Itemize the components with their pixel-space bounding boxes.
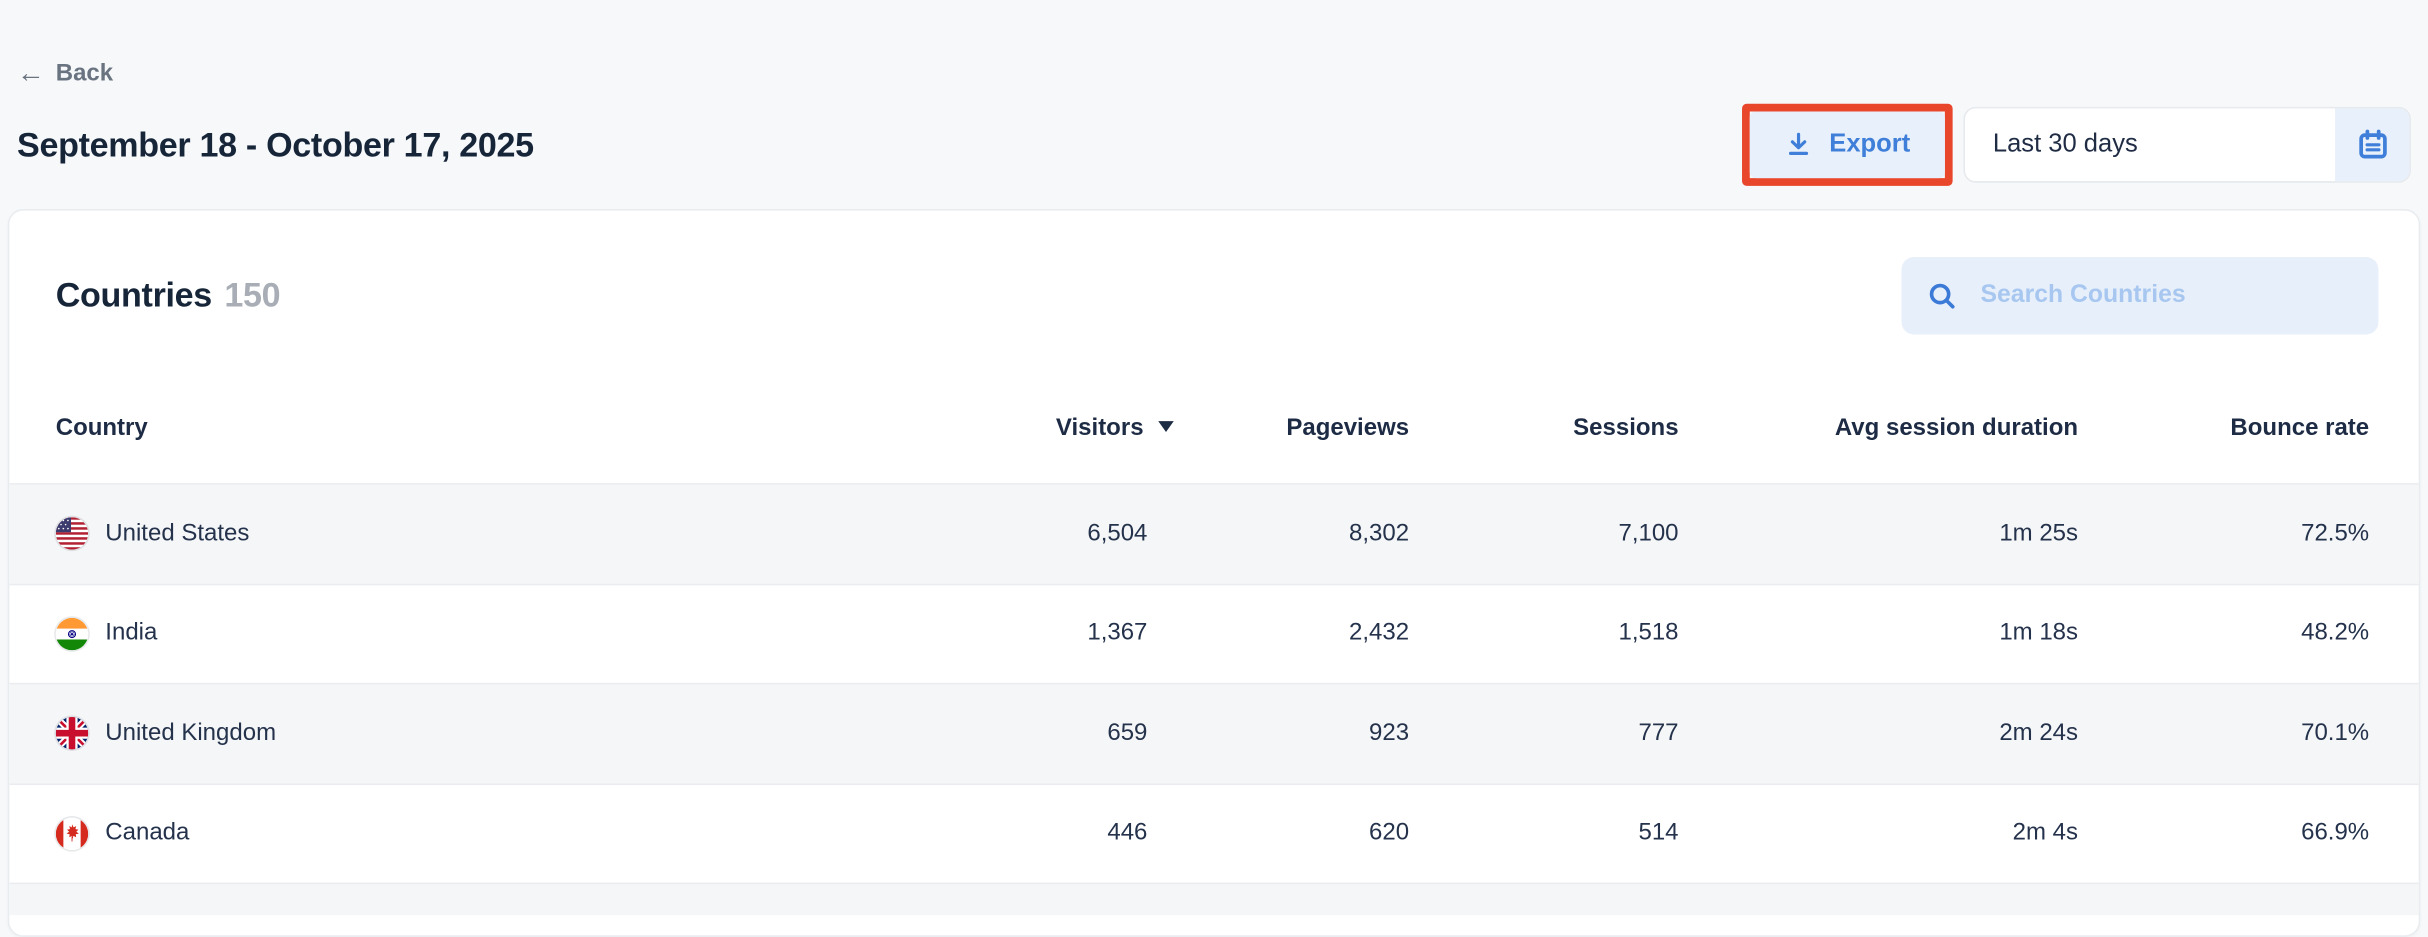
next-row-partial	[9, 882, 2419, 916]
table-header: Country Visitors Pageviews Sessions Avg …	[9, 375, 2418, 483]
calendar-button[interactable]	[2335, 108, 2410, 182]
country-name: United States	[105, 519, 250, 547]
analytics-page: ← Back September 18 - October 17, 2025 E…	[7, 57, 2421, 937]
sessions-value: 1,518	[1618, 619, 1679, 647]
avg-session-duration-value: 2m 24s	[1999, 719, 2079, 746]
back-label: Back	[55, 60, 114, 87]
pageviews-value: 2,432	[1349, 619, 1410, 647]
country-name: United Kingdom	[105, 719, 277, 746]
export-label: Export	[1829, 130, 1911, 158]
column-header-visitors[interactable]: Visitors	[884, 414, 1173, 443]
search-box[interactable]	[1901, 257, 2379, 335]
table-row-india[interactable]: India 1,367 2,432 1,518 1m 18s 48.2%	[9, 582, 2419, 683]
calendar-icon	[2358, 129, 2386, 159]
panel-header: Countries 150	[9, 211, 2418, 335]
sessions-value: 514	[1638, 819, 1679, 846]
india-flag-icon	[55, 617, 89, 650]
table-row-canada[interactable]: Canada 446 620 514 2m 4s 66.9%	[9, 782, 2419, 883]
country-name: India	[105, 619, 158, 647]
panel-title-text: Countries	[55, 275, 213, 315]
panel-count: 150	[224, 275, 281, 315]
table-row-united-states[interactable]: United States 6,504 8,302 7,100 1m 25s 7…	[9, 483, 2419, 583]
bounce-rate-value: 66.9%	[2301, 819, 2370, 846]
bounce-rate-value: 72.5%	[2301, 519, 2370, 547]
sessions-value: 7,100	[1618, 519, 1679, 547]
pageviews-value: 620	[1369, 819, 1410, 846]
pageviews-value: 8,302	[1349, 519, 1410, 547]
avg-session-duration-value: 2m 4s	[2012, 819, 2079, 846]
column-header-avg-session-duration[interactable]: Avg session duration	[1834, 414, 2079, 442]
annotation-highlight: Export	[1742, 103, 1953, 186]
search-icon	[1929, 282, 1955, 308]
visitors-value: 1,367	[1087, 619, 1148, 647]
visitors-value: 446	[1107, 819, 1148, 846]
avg-session-duration-value: 1m 25s	[1999, 519, 2079, 547]
countries-panel: Countries 150 Country Visitors Pageviews …	[7, 209, 2421, 937]
page-title: September 18 - October 17, 2025	[17, 124, 534, 164]
search-input[interactable]	[1977, 280, 2354, 312]
back-link[interactable]: ← Back	[17, 57, 114, 89]
download-icon	[1789, 132, 1809, 155]
column-header-pageviews[interactable]: Pageviews	[1286, 414, 1410, 442]
uk-flag-icon	[55, 717, 89, 750]
column-header-country[interactable]: Country	[55, 414, 148, 442]
page-header: September 18 - October 17, 2025 Export L…	[17, 103, 2411, 186]
visitors-value: 6,504	[1087, 519, 1148, 547]
visitors-value: 659	[1107, 719, 1148, 746]
sort-desc-icon	[1157, 421, 1173, 433]
column-header-sessions[interactable]: Sessions	[1573, 414, 1679, 442]
panel-title: Countries 150	[56, 257, 281, 334]
bounce-rate-value: 48.2%	[2301, 619, 2370, 647]
back-arrow-icon: ←	[17, 57, 45, 89]
avg-session-duration-value: 1m 18s	[1999, 619, 2079, 647]
table-row-united-kingdom[interactable]: United Kingdom 659 923 777 2m 24s 70.1%	[9, 682, 2419, 783]
country-name: Canada	[105, 819, 190, 846]
date-range-value: Last 30 days	[1992, 130, 2138, 158]
column-header-bounce-rate[interactable]: Bounce rate	[2230, 414, 2370, 442]
export-button[interactable]: Export	[1749, 111, 1945, 179]
date-range-selector[interactable]: Last 30 days	[1963, 106, 2411, 183]
pageviews-value: 923	[1369, 719, 1410, 746]
sessions-value: 777	[1638, 719, 1679, 746]
column-header-visitors-label: Visitors	[1055, 414, 1144, 442]
canada-flag-icon	[55, 817, 89, 850]
bounce-rate-value: 70.1%	[2301, 719, 2370, 746]
us-flag-icon	[55, 517, 89, 551]
